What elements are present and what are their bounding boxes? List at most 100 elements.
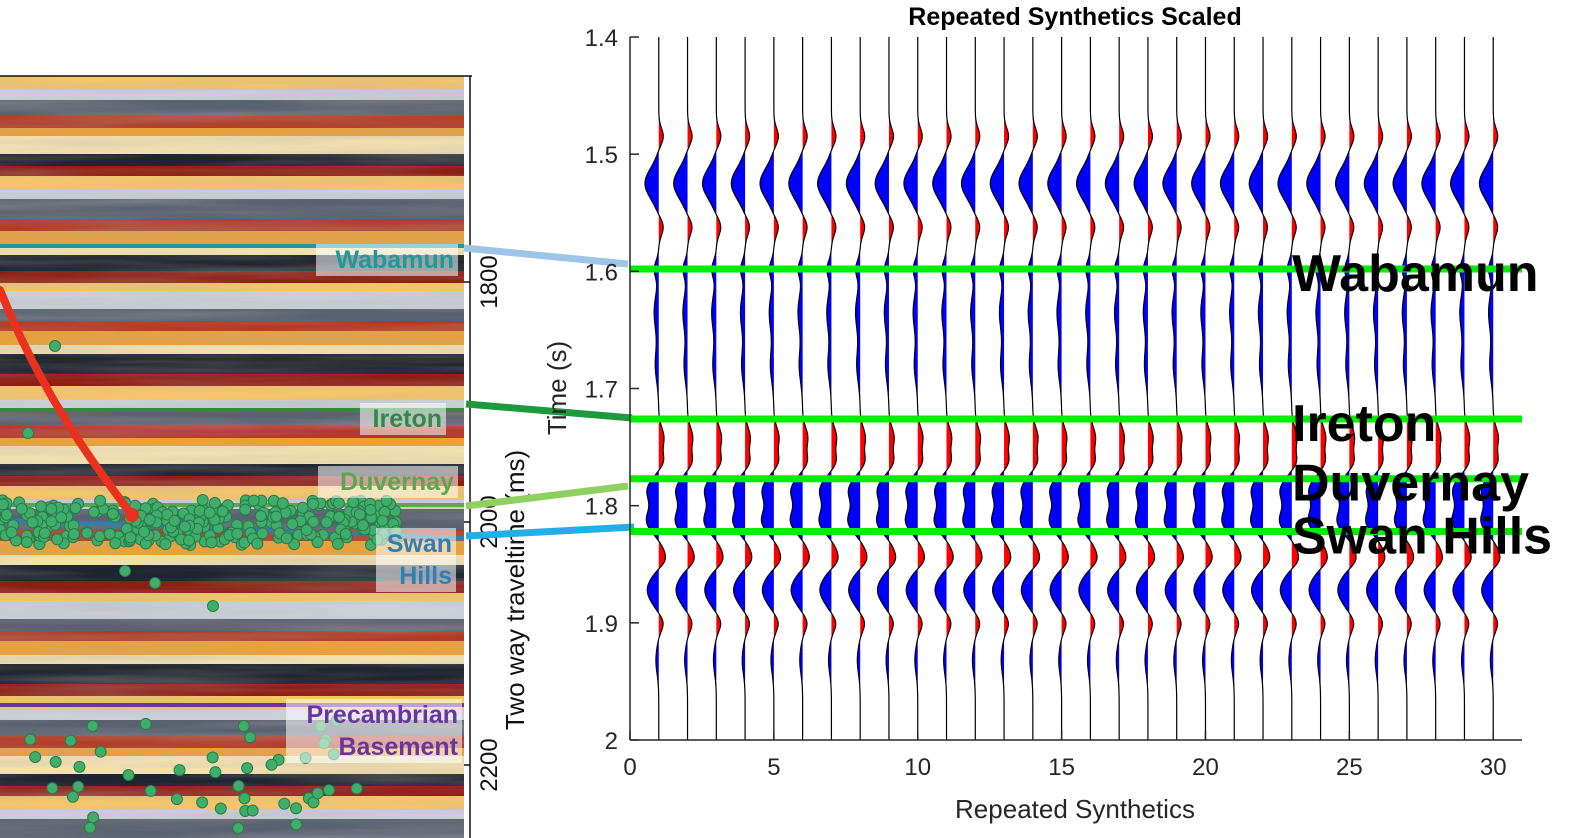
- event-marker: [29, 751, 42, 764]
- y-tick-label: 1.7: [585, 377, 618, 404]
- event-marker: [24, 733, 37, 746]
- event-marker: [205, 536, 218, 549]
- synthetic-trace: [960, 37, 983, 740]
- trace-negative-fill: [1134, 37, 1148, 740]
- event-marker: [238, 792, 251, 805]
- trace-line: [759, 37, 782, 740]
- horizon-label-background: [316, 244, 458, 276]
- event-marker: [323, 784, 336, 797]
- event-marker: [86, 719, 99, 732]
- trace-positive-fill: [716, 37, 724, 740]
- event-marker: [94, 494, 107, 507]
- trace-positive-fill: [1263, 37, 1270, 740]
- event-marker: [106, 507, 119, 520]
- trace-line: [845, 37, 868, 740]
- synthetic-trace: [673, 37, 695, 740]
- synthetic-trace: [759, 37, 782, 740]
- trace-negative-fill: [760, 37, 774, 740]
- event-marker: [280, 532, 293, 545]
- horizon-label-background: [286, 699, 462, 763]
- event-marker: [46, 782, 59, 795]
- event-marker: [241, 762, 254, 775]
- event-marker: [93, 530, 106, 543]
- horizon-label: Swan Hills: [376, 528, 456, 592]
- event-marker: [207, 600, 219, 612]
- trace-positive-fill: [1320, 37, 1328, 740]
- horizon-label-text: Wabamun: [335, 246, 454, 274]
- trace-line: [1248, 37, 1271, 740]
- trace-line: [1450, 37, 1472, 740]
- event-marker: [109, 537, 122, 550]
- synthetic-trace: [1219, 37, 1242, 740]
- event-marker: [237, 720, 250, 733]
- trace-line: [1277, 37, 1300, 740]
- horizon-label-text: Duvernay: [340, 468, 454, 496]
- trace-negative-fill: [1421, 37, 1436, 740]
- event-marker: [320, 516, 333, 529]
- trace-positive-fill: [687, 37, 695, 740]
- synthetic-traces: [644, 37, 1501, 740]
- trace-positive-fill: [917, 37, 925, 740]
- event-marker: [72, 780, 85, 793]
- event-marker: [376, 514, 389, 527]
- trace-negative-fill: [1220, 37, 1235, 740]
- event-marker: [216, 505, 229, 518]
- event-marker: [364, 503, 377, 516]
- horizon-marker-label: Wabamun: [1292, 245, 1539, 303]
- event-marker: [339, 527, 352, 540]
- trace-line: [1334, 37, 1357, 740]
- event-marker: [15, 502, 28, 515]
- event-marker: [247, 494, 260, 507]
- event-marker: [122, 769, 135, 782]
- horizon-label: Ireton: [360, 403, 446, 435]
- event-marker: [119, 565, 131, 577]
- seismic-axis-label: Two way traveltime (ms): [500, 450, 530, 730]
- y-tick-label: 1.8: [585, 494, 618, 521]
- trace-negative-fill: [961, 37, 976, 740]
- synthetic-trace: [1133, 37, 1156, 740]
- trace-positive-fill: [1176, 37, 1184, 740]
- event-marker: [20, 536, 33, 549]
- x-tick-label: 20: [1192, 754, 1219, 781]
- event-marker: [265, 758, 278, 771]
- event-marker: [94, 745, 107, 758]
- event-marker: [232, 822, 245, 835]
- x-tick-label: 30: [1480, 754, 1507, 781]
- event-marker: [208, 496, 221, 509]
- event-marker: [173, 764, 186, 777]
- trace-negative-fill: [731, 37, 746, 740]
- trace-negative-fill: [1019, 37, 1033, 740]
- horizon-label-text: Precambrian: [307, 701, 458, 729]
- trace-negative-fill: [702, 37, 717, 740]
- synthetic-trace: [1018, 37, 1041, 740]
- event-marker: [333, 511, 346, 524]
- trace-positive-fill: [1493, 37, 1500, 740]
- event-marker: [307, 497, 320, 510]
- horizon-label-text: Hills: [399, 562, 452, 590]
- synthetic-trace: [989, 37, 1012, 740]
- event-marker: [286, 518, 299, 531]
- event-marker: [350, 782, 363, 795]
- event-marker: [5, 526, 18, 539]
- synthetic-trace: [1478, 37, 1501, 740]
- synthetic-trace: [845, 37, 868, 740]
- horizon-label: Wabamun: [316, 244, 458, 276]
- event-marker: [290, 818, 303, 831]
- event-marker: [209, 766, 222, 779]
- y-axis-label: Time (s): [542, 341, 572, 435]
- trace-positive-fill: [1061, 37, 1069, 740]
- event-marker: [138, 525, 151, 538]
- event-marker: [244, 731, 257, 744]
- synthetic-trace: [903, 37, 926, 740]
- event-marker: [239, 503, 252, 516]
- trace-positive-fill: [1406, 37, 1414, 740]
- event-marker: [278, 797, 291, 810]
- synthetic-trace: [1306, 37, 1328, 740]
- trace-negative-fill: [1306, 37, 1321, 740]
- event-marker: [232, 779, 245, 792]
- horizon-label: Precambrian Basement: [286, 699, 462, 763]
- trace-negative-fill: [1249, 37, 1264, 740]
- y-tick-label: 1.5: [585, 142, 618, 169]
- trace-negative-fill: [673, 37, 688, 740]
- well-tip: [125, 508, 139, 522]
